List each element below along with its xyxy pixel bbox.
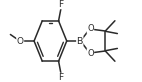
Text: B: B <box>77 36 83 46</box>
Text: O: O <box>17 36 24 46</box>
Text: O: O <box>87 24 94 33</box>
Text: F: F <box>59 73 64 82</box>
Text: F: F <box>59 0 64 9</box>
Text: O: O <box>87 49 94 58</box>
